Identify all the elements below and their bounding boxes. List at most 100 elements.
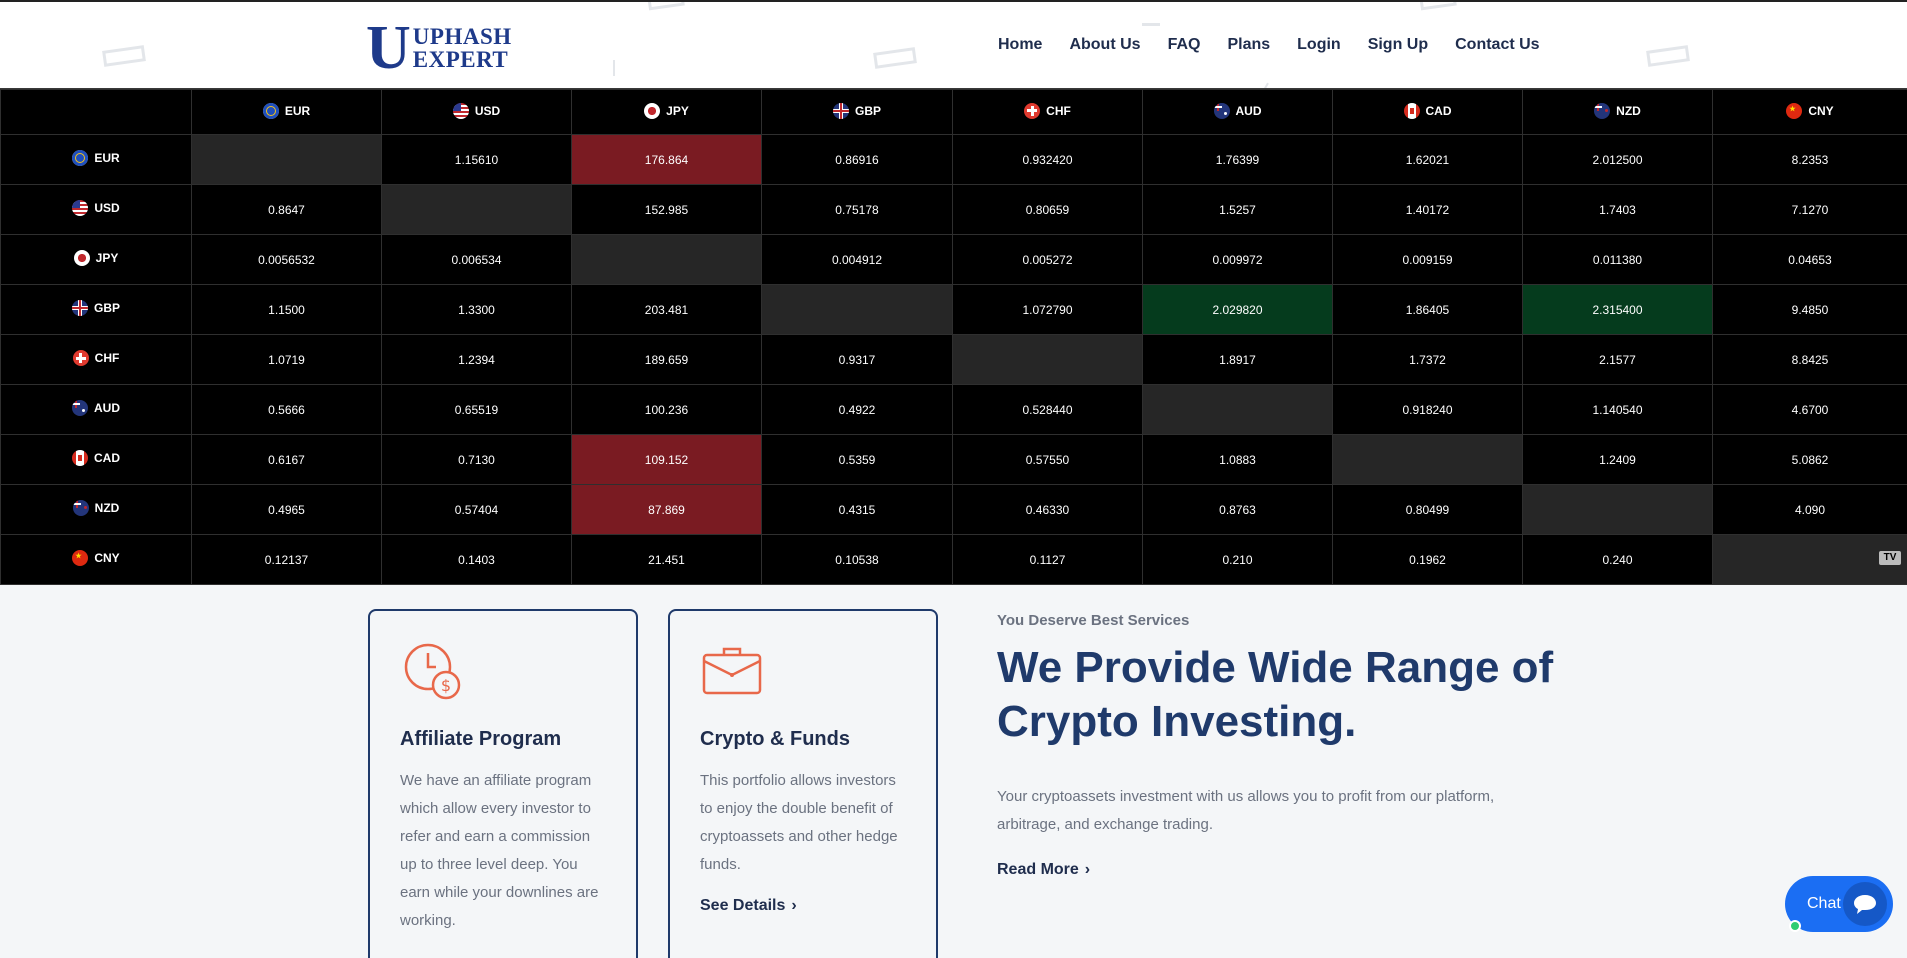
rate-cell[interactable]: 0.4922 xyxy=(761,384,953,435)
nav-about-us[interactable]: About Us xyxy=(1069,36,1141,53)
rate-cell[interactable]: 0.46330 xyxy=(952,484,1143,535)
rate-cell[interactable]: 0.12137 xyxy=(191,534,382,585)
rate-cell[interactable]: 1.76399 xyxy=(1142,134,1333,185)
rate-cell[interactable]: 0.210 xyxy=(1142,534,1333,585)
rate-cell[interactable]: 5.0862 xyxy=(1712,434,1907,485)
rate-cell[interactable]: 2.1577 xyxy=(1522,334,1713,385)
rate-cell[interactable]: 0.04653 xyxy=(1712,234,1907,285)
rate-cell[interactable]: 0.1962 xyxy=(1332,534,1523,585)
column-header-chf[interactable]: CHF xyxy=(952,89,1143,135)
row-header-aud[interactable]: AUD xyxy=(0,384,192,435)
row-header-eur[interactable]: EUR xyxy=(0,134,192,185)
rate-cell[interactable]: 21.451 xyxy=(571,534,762,585)
rate-cell[interactable]: 8.2353 xyxy=(1712,134,1907,185)
rate-cell[interactable]: 1.5257 xyxy=(1142,184,1333,235)
row-header-usd[interactable]: USD xyxy=(0,184,192,235)
rate-cell[interactable]: 0.8647 xyxy=(191,184,382,235)
column-header-cad[interactable]: CAD xyxy=(1332,89,1523,135)
rate-cell[interactable]: 0.004912 xyxy=(761,234,953,285)
rate-cell[interactable]: 1.7372 xyxy=(1332,334,1523,385)
column-header-eur[interactable]: EUR xyxy=(191,89,382,135)
column-header-jpy[interactable]: JPY xyxy=(571,89,762,135)
rate-cell[interactable]: 1.1500 xyxy=(191,284,382,335)
see-details-link[interactable]: See Details › xyxy=(700,897,797,915)
rate-cell[interactable]: 0.75178 xyxy=(761,184,953,235)
rate-cell[interactable] xyxy=(1332,434,1523,485)
tradingview-logo-icon[interactable]: TV xyxy=(1879,551,1901,565)
rate-cell[interactable]: 0.7130 xyxy=(381,434,572,485)
rate-cell[interactable]: 100.236 xyxy=(571,384,762,435)
rate-cell[interactable]: 1.40172 xyxy=(1332,184,1523,235)
nav-plans[interactable]: Plans xyxy=(1227,36,1271,53)
rate-cell[interactable]: 1.62021 xyxy=(1332,134,1523,185)
rate-cell[interactable]: 1.0883 xyxy=(1142,434,1333,485)
rate-cell[interactable]: 0.5359 xyxy=(761,434,953,485)
rate-cell[interactable] xyxy=(1142,384,1333,435)
row-header-cny[interactable]: ★ CNY xyxy=(0,534,192,585)
rate-cell[interactable]: 0.65519 xyxy=(381,384,572,435)
rate-cell[interactable]: 0.86916 xyxy=(761,134,953,185)
rate-cell[interactable]: 176.864 xyxy=(571,134,762,185)
rate-cell[interactable]: 8.8425 xyxy=(1712,334,1907,385)
nav-contact-us[interactable]: Contact Us xyxy=(1455,36,1540,53)
rate-cell[interactable]: 0.1403 xyxy=(381,534,572,585)
rate-cell[interactable]: 0.4965 xyxy=(191,484,382,535)
row-header-chf[interactable]: CHF xyxy=(0,334,192,385)
nav-login[interactable]: Login xyxy=(1297,36,1341,53)
rate-cell[interactable]: 109.152 xyxy=(571,434,762,485)
rate-cell[interactable]: 0.011380 xyxy=(1522,234,1713,285)
rate-cell[interactable]: 0.240 xyxy=(1522,534,1713,585)
rate-cell[interactable]: 1.15610 xyxy=(381,134,572,185)
rate-cell[interactable]: 1.86405 xyxy=(1332,284,1523,335)
rate-cell[interactable]: 1.7403 xyxy=(1522,184,1713,235)
rate-cell[interactable]: 0.6167 xyxy=(191,434,382,485)
column-header-cny[interactable]: ★ CNY xyxy=(1712,89,1907,135)
rate-cell[interactable]: 2.012500 xyxy=(1522,134,1713,185)
rate-cell[interactable]: 0.10538 xyxy=(761,534,953,585)
rate-cell[interactable]: 0.006534 xyxy=(381,234,572,285)
rate-cell[interactable]: 0.4315 xyxy=(761,484,953,535)
nav-home[interactable]: Home xyxy=(998,36,1043,53)
rate-cell[interactable]: 0.009972 xyxy=(1142,234,1333,285)
rate-cell[interactable]: 189.659 xyxy=(571,334,762,385)
rate-cell[interactable]: 1.8917 xyxy=(1142,334,1333,385)
rate-cell[interactable] xyxy=(1712,534,1907,585)
site-logo[interactable]: U UPHASH EXPERT xyxy=(366,17,512,79)
rate-cell[interactable]: 4.090 xyxy=(1712,484,1907,535)
nav-faq[interactable]: FAQ xyxy=(1167,36,1201,53)
rate-cell[interactable]: 1.2394 xyxy=(381,334,572,385)
rate-cell[interactable]: 2.029820 xyxy=(1142,284,1333,335)
chat-widget-button[interactable]: Chat xyxy=(1785,876,1893,932)
rate-cell[interactable]: 0.57550 xyxy=(952,434,1143,485)
rate-cell[interactable]: 1.0719 xyxy=(191,334,382,385)
column-header-aud[interactable]: AUD xyxy=(1142,89,1333,135)
nav-sign-up[interactable]: Sign Up xyxy=(1367,36,1429,53)
rate-cell[interactable]: 0.57404 xyxy=(381,484,572,535)
rate-cell[interactable]: 203.481 xyxy=(571,284,762,335)
rate-cell[interactable]: 1.140540 xyxy=(1522,384,1713,435)
rate-cell[interactable]: 1.2409 xyxy=(1522,434,1713,485)
rate-cell[interactable]: 0.8763 xyxy=(1142,484,1333,535)
row-header-jpy[interactable]: JPY xyxy=(0,234,192,285)
rate-cell[interactable] xyxy=(571,234,762,285)
rate-cell[interactable]: 0.1127 xyxy=(952,534,1143,585)
rate-cell[interactable]: 4.6700 xyxy=(1712,384,1907,435)
rate-cell[interactable]: 2.315400 xyxy=(1522,284,1713,335)
rate-cell[interactable]: 0.528440 xyxy=(952,384,1143,435)
rate-cell[interactable]: 1.3300 xyxy=(381,284,572,335)
rate-cell[interactable]: 152.985 xyxy=(571,184,762,235)
rate-cell[interactable]: 0.80659 xyxy=(952,184,1143,235)
rate-cell[interactable]: 0.918240 xyxy=(1332,384,1523,435)
rate-cell[interactable]: 9.4850 xyxy=(1712,284,1907,335)
rate-cell[interactable] xyxy=(761,284,953,335)
rate-cell[interactable]: 0.005272 xyxy=(952,234,1143,285)
column-header-nzd[interactable]: NZD xyxy=(1522,89,1713,135)
rate-cell[interactable]: 1.072790 xyxy=(952,284,1143,335)
rate-cell[interactable] xyxy=(191,134,382,185)
rate-cell[interactable]: 7.1270 xyxy=(1712,184,1907,235)
rate-cell[interactable]: 0.9317 xyxy=(761,334,953,385)
rate-cell[interactable]: 0.80499 xyxy=(1332,484,1523,535)
rate-cell[interactable]: 0.5666 xyxy=(191,384,382,435)
rate-cell[interactable] xyxy=(381,184,572,235)
row-header-cad[interactable]: CAD xyxy=(0,434,192,485)
